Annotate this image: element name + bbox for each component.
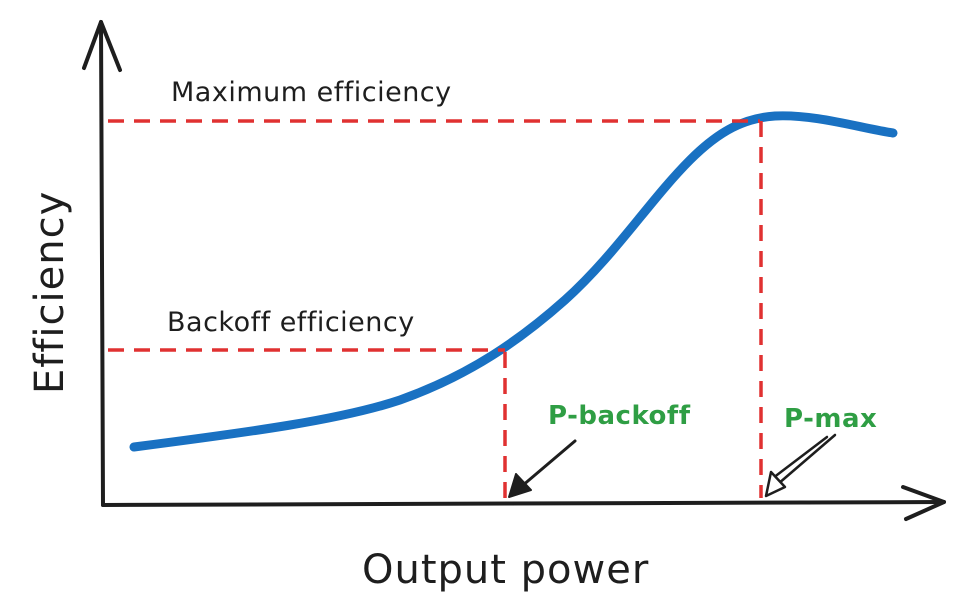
x-axis-line: [101, 500, 946, 507]
efficiency-curve: [129, 111, 898, 452]
p-backoff-arrow: [508, 439, 577, 498]
p-max-arrow: [764, 433, 837, 498]
guide-lines: [108, 119, 763, 500]
axes: [82, 20, 946, 521]
p-backoff-label: P-backoff: [548, 401, 691, 431]
y-axis-label: Efficiency: [27, 191, 73, 394]
x-axis-arrowhead: [901, 485, 946, 521]
y-axis-line: [99, 20, 105, 507]
y-axis-arrowhead: [82, 20, 122, 72]
max-efficiency-label: Maximum efficiency: [171, 77, 452, 108]
x-axis-label: Output power: [362, 547, 649, 593]
backoff-efficiency-label: Backoff efficiency: [167, 307, 415, 338]
p-max-label: P-max: [784, 404, 877, 434]
